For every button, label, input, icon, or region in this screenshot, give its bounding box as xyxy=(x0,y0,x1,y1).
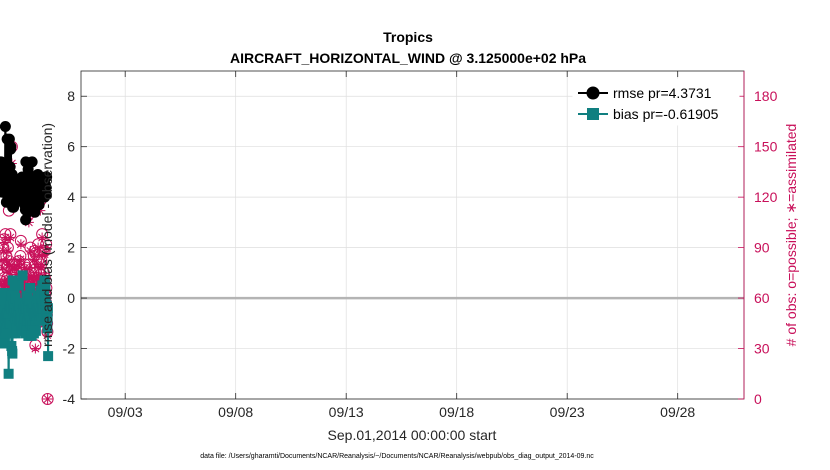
legend: rmse pr=4.3731 bias pr=-0.61905 xyxy=(572,78,740,126)
x-tick-label: 09/18 xyxy=(439,404,474,420)
x-tick-label: 09/13 xyxy=(329,404,364,420)
bias-point xyxy=(6,341,17,352)
obs-assimilated-marker xyxy=(2,245,13,256)
y2-tick-label: 30 xyxy=(754,341,770,357)
rmse-point xyxy=(41,171,53,183)
bias-point xyxy=(42,323,53,334)
bias-point xyxy=(7,348,18,359)
bias-point xyxy=(21,325,32,336)
obs-assimilated-marker xyxy=(39,249,50,260)
obs-assimilated-marker xyxy=(41,242,52,253)
bias-point xyxy=(43,351,54,362)
legend-box xyxy=(572,78,740,126)
legend-bias-label: bias pr=-0.61905 xyxy=(613,106,719,122)
bias-point xyxy=(10,293,21,304)
obs-assimilated-marker xyxy=(30,343,41,354)
x-axis-label: Sep.01,2014 00:00:00 start xyxy=(328,427,497,443)
obs-assimilated-marker xyxy=(5,232,16,243)
y2-axis-label: # of obs: o=possible; ∗=assimilated xyxy=(783,124,799,347)
x-tick-label: 09/08 xyxy=(218,404,253,420)
rmse-series xyxy=(0,121,53,226)
obs-assimilated-marker xyxy=(37,232,48,243)
bias-point xyxy=(39,288,50,299)
bias-point xyxy=(10,328,21,339)
y-tick-label: -4 xyxy=(63,391,76,407)
y-tick-label: 6 xyxy=(67,139,75,155)
rmse-point xyxy=(26,156,38,168)
y2-tick-label: 90 xyxy=(754,240,770,256)
plot-area xyxy=(81,71,744,399)
bias-point xyxy=(42,308,53,319)
bias-point xyxy=(40,280,51,291)
bias-point xyxy=(25,282,36,293)
obs-possible-marker xyxy=(41,393,54,405)
obs-assimilated-marker xyxy=(1,254,12,265)
rmse-point xyxy=(5,141,17,153)
bias-point xyxy=(8,288,19,299)
bias-series xyxy=(0,270,54,379)
y2-tick-label: 0 xyxy=(754,391,762,407)
obs-assimilated-marker xyxy=(42,394,53,404)
bias-point xyxy=(42,303,53,314)
y-axis-label: rmse and bias (model - observation) xyxy=(39,123,55,347)
bias-point xyxy=(40,295,51,306)
legend-rmse-label: rmse pr=4.3731 xyxy=(613,85,712,101)
bias-point xyxy=(39,275,50,286)
footnote: data file: /Users/gharamti/Documents/NCA… xyxy=(200,453,594,460)
bias-point xyxy=(3,313,14,324)
y2-tick-label: 150 xyxy=(754,139,778,155)
bias-point xyxy=(3,368,14,379)
y-tick-label: 4 xyxy=(67,189,75,205)
obs-assimilated-marker xyxy=(24,262,35,273)
legend-rmse-marker xyxy=(586,86,600,100)
y2-tick-label: 180 xyxy=(754,88,778,104)
y2-tick-label: 60 xyxy=(754,290,770,306)
bias-point xyxy=(0,288,9,299)
bias-point xyxy=(1,323,12,334)
bias-point xyxy=(0,338,10,349)
bias-point xyxy=(17,270,28,281)
y-tick-label: -2 xyxy=(63,341,76,357)
obs-assimilated-marker xyxy=(15,254,26,265)
obs-assimilated-marker xyxy=(25,245,36,256)
bias-point xyxy=(13,280,24,291)
rmse-point xyxy=(0,121,11,133)
obs-assimilated-marker xyxy=(11,262,22,273)
obs-assimilated-marker xyxy=(36,259,47,270)
x-tick-label: 09/28 xyxy=(660,404,695,420)
y2-tick-label: 120 xyxy=(754,189,778,205)
y-tick-label: 8 xyxy=(67,88,75,104)
bias-point xyxy=(33,293,44,304)
bias-point xyxy=(42,313,53,324)
bias-point xyxy=(35,315,46,326)
bias-point xyxy=(30,325,41,336)
legend-bias-marker xyxy=(587,108,599,120)
chart-title: Tropics xyxy=(383,29,433,45)
obs-assimilated-marker xyxy=(15,239,26,250)
axis-ticks xyxy=(81,71,744,400)
rmse-point xyxy=(40,189,52,201)
axis-tick-labels: 09/03 09/08 09/13 09/18 09/23 09/28 -4 -2 0 2 4 6 8 0… xyxy=(63,88,778,420)
bias-point xyxy=(19,320,30,331)
y-tick-label: 0 xyxy=(67,290,75,306)
x-tick-label: 09/23 xyxy=(550,404,585,420)
x-tick-label: 09/03 xyxy=(108,404,143,420)
chart-subtitle: AIRCRAFT_HORIZONTAL_WIND @ 3.125000e+02 … xyxy=(230,50,586,66)
y-tick-label: 2 xyxy=(67,240,75,256)
